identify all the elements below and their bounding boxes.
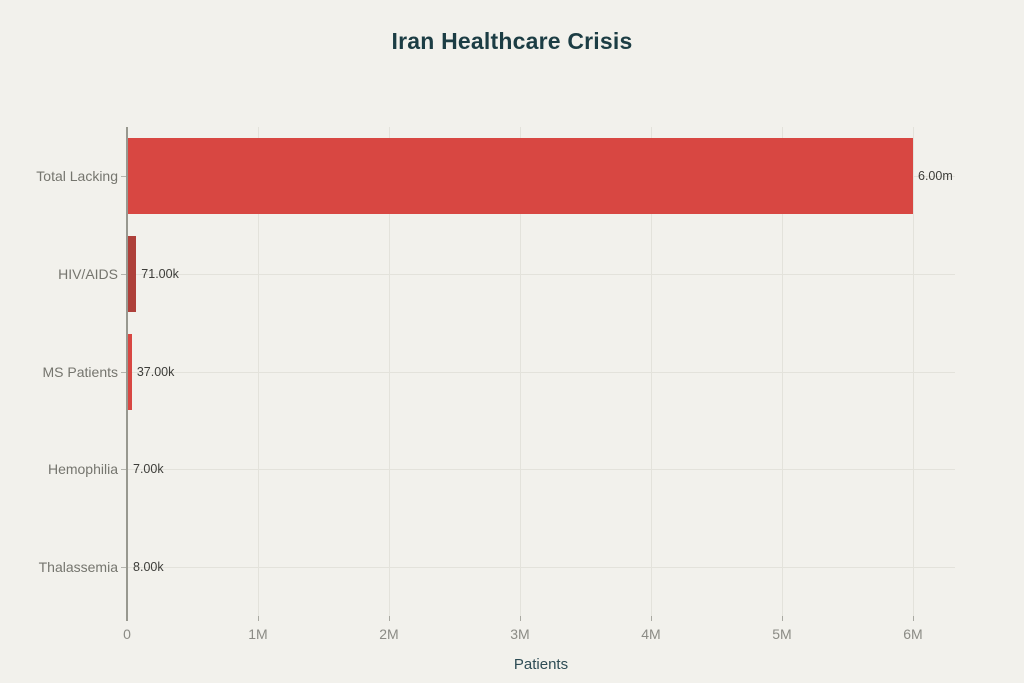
- category-label: MS Patients: [42, 363, 118, 380]
- x-tick-label: 4M: [641, 626, 661, 642]
- x-tick-mark: [913, 616, 914, 621]
- category-label: HIV/AIDS: [58, 265, 118, 282]
- bar: [127, 235, 137, 312]
- x-tick-label: 2M: [379, 626, 399, 642]
- bar-value-label: 8.00k: [133, 560, 164, 575]
- x-tick-mark: [258, 616, 259, 621]
- bar-value-label: 71.00k: [141, 266, 179, 281]
- gridline-horizontal: [127, 371, 955, 373]
- x-tick-label: 6M: [903, 626, 923, 642]
- x-axis-label: Patients: [513, 656, 569, 673]
- gridline-horizontal: [127, 273, 955, 275]
- y-tick-mark: [121, 273, 127, 275]
- x-tick-mark: [782, 616, 783, 621]
- x-tick-mark: [520, 616, 521, 621]
- y-axis-line: [126, 127, 128, 621]
- bar: [127, 137, 913, 214]
- gridline-horizontal: [127, 567, 955, 569]
- bar: [127, 333, 132, 410]
- category-label: Hemophilia: [47, 461, 118, 478]
- y-tick-mark: [121, 567, 127, 569]
- bar-value-label: 6.00m: [918, 168, 953, 183]
- x-tick-label: 0: [123, 626, 131, 642]
- y-tick-mark: [121, 469, 127, 471]
- bar-value-label: 7.00k: [133, 462, 164, 477]
- y-tick-mark: [121, 175, 127, 177]
- x-tick-mark: [651, 616, 652, 621]
- x-tick-mark: [389, 616, 390, 621]
- x-tick-label: 1M: [248, 626, 268, 642]
- x-tick-label: 5M: [772, 626, 792, 642]
- x-tick-label: 3M: [510, 626, 530, 642]
- bar-value-label: 37.00k: [136, 364, 175, 379]
- y-tick-mark: [121, 371, 127, 373]
- category-label: Thalassemia: [38, 559, 118, 576]
- category-label: Total Lacking: [36, 167, 118, 184]
- gridline-horizontal: [127, 469, 955, 471]
- chart-title: Iran Healthcare Crisis: [391, 28, 633, 54]
